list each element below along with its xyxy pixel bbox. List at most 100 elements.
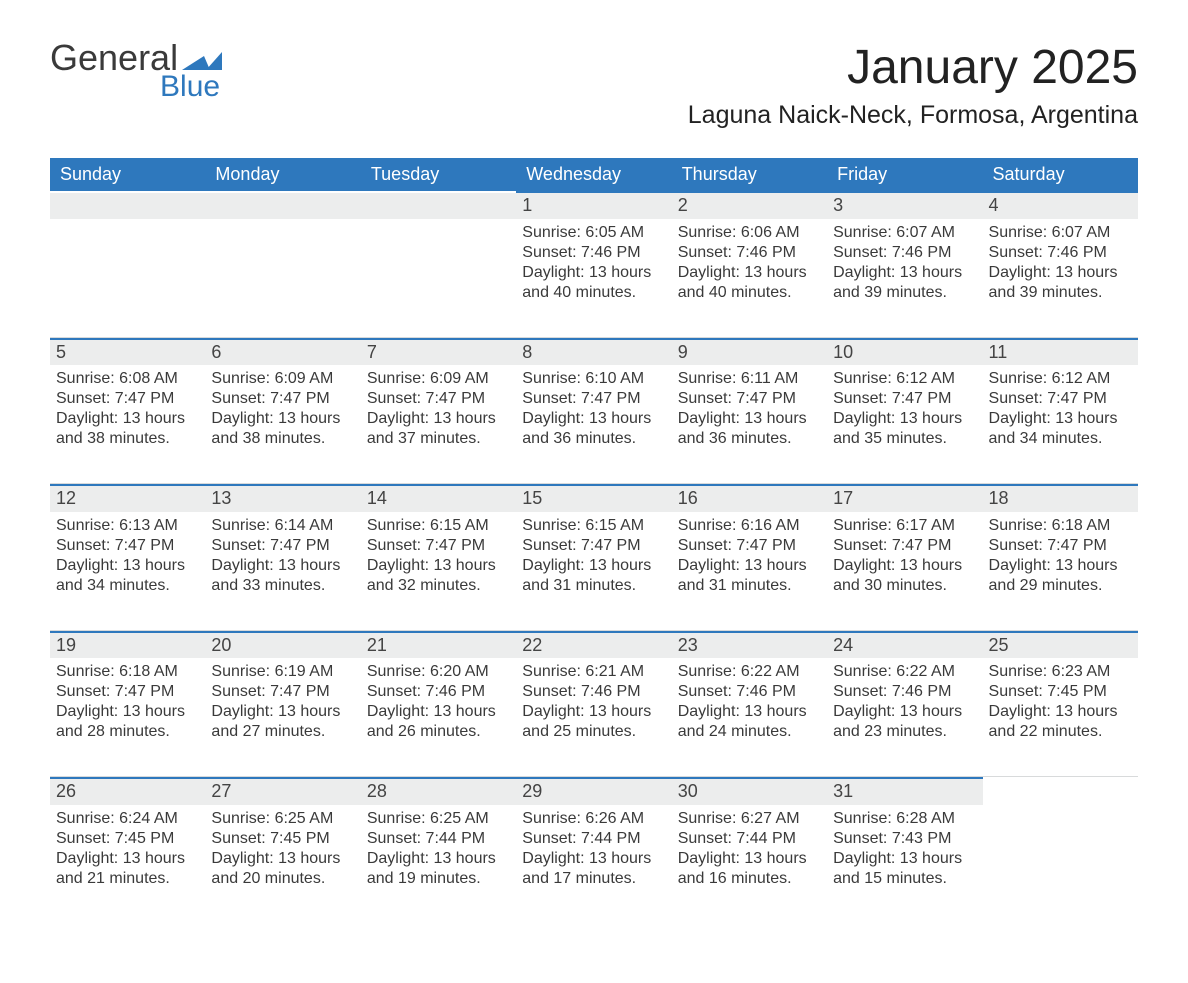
day-number: 2 — [672, 193, 827, 219]
day-number: 19 — [50, 633, 205, 659]
calendar-day: 5Sunrise: 6:08 AMSunset: 7:47 PMDaylight… — [50, 337, 205, 484]
sunset-text: Sunset: 7:45 PM — [56, 829, 197, 849]
calendar-day: 23Sunrise: 6:22 AMSunset: 7:46 PMDayligh… — [672, 630, 827, 777]
day-details: Sunrise: 6:23 AMSunset: 7:45 PMDaylight:… — [983, 658, 1138, 776]
daylight-text: Daylight: 13 hours and 40 minutes. — [522, 263, 663, 303]
daylight-text: Daylight: 13 hours and 26 minutes. — [367, 702, 508, 742]
day-number: 9 — [672, 340, 827, 366]
day-number: 6 — [205, 340, 360, 366]
daylight-text: Daylight: 13 hours and 34 minutes. — [989, 409, 1130, 449]
sunrise-text: Sunrise: 6:19 AM — [211, 662, 352, 682]
sunrise-text: Sunrise: 6:09 AM — [367, 369, 508, 389]
sunset-text: Sunset: 7:46 PM — [522, 243, 663, 263]
daylight-text: Daylight: 13 hours and 39 minutes. — [989, 263, 1130, 303]
calendar-day: 24Sunrise: 6:22 AMSunset: 7:46 PMDayligh… — [827, 630, 982, 777]
title-block: January 2025 Laguna Naick-Neck, Formosa,… — [688, 40, 1138, 130]
day-number: 4 — [983, 193, 1138, 219]
sunset-text: Sunset: 7:44 PM — [678, 829, 819, 849]
day-number: 5 — [50, 340, 205, 366]
day-details: Sunrise: 6:16 AMSunset: 7:47 PMDaylight:… — [672, 512, 827, 630]
sunrise-text: Sunrise: 6:22 AM — [833, 662, 974, 682]
daylight-text: Daylight: 13 hours and 28 minutes. — [56, 702, 197, 742]
sunset-text: Sunset: 7:46 PM — [678, 682, 819, 702]
day-details: Sunrise: 6:18 AMSunset: 7:47 PMDaylight:… — [50, 658, 205, 776]
calendar-day: 4 Sunrise: 6:07 AMSunset: 7:46 PMDaylight… — [983, 191, 1138, 337]
sunrise-text: Sunrise: 6:18 AM — [56, 662, 197, 682]
sunset-text: Sunset: 7:43 PM — [833, 829, 974, 849]
calendar-week: 26Sunrise: 6:24 AMSunset: 7:45 PMDayligh… — [50, 777, 1138, 923]
sunrise-text: Sunrise: 6:13 AM — [56, 516, 197, 536]
day-details: Sunrise: 6:13 AMSunset: 7:47 PMDaylight:… — [50, 512, 205, 630]
calendar-day: 30Sunrise: 6:27 AMSunset: 7:44 PMDayligh… — [672, 777, 827, 923]
sunset-text: Sunset: 7:46 PM — [678, 243, 819, 263]
calendar-day: 13 Sunrise: 6:14 AMSunset: 7:47 PMDayligh… — [205, 484, 360, 631]
sunrise-text: Sunrise: 6:14 AM — [211, 516, 352, 536]
calendar-day: 19Sunrise: 6:18 AMSunset: 7:47 PMDayligh… — [50, 630, 205, 777]
sunrise-text: Sunrise: 6:22 AM — [678, 662, 819, 682]
sunrise-text: Sunrise: 6:25 AM — [211, 809, 352, 829]
sunset-text: Sunset: 7:47 PM — [211, 536, 352, 556]
calendar-day: 3Sunrise: 6:07 AMSunset: 7:46 PMDaylight… — [827, 191, 982, 337]
day-details: Sunrise: 6:15 AMSunset: 7:47 PMDaylight:… — [516, 512, 671, 630]
daylight-text: Daylight: 13 hours and 33 minutes. — [211, 556, 352, 596]
day-number: 30 — [672, 779, 827, 805]
sunset-text: Sunset: 7:47 PM — [678, 536, 819, 556]
sunrise-text: Sunrise: 6:28 AM — [833, 809, 974, 829]
calendar-day: 26Sunrise: 6:24 AMSunset: 7:45 PMDayligh… — [50, 777, 205, 923]
day-number: 10 — [827, 340, 982, 366]
day-details: Sunrise: 6:25 AMSunset: 7:45 PMDaylight:… — [205, 805, 360, 923]
day-number: 16 — [672, 486, 827, 512]
day-details: Sunrise: 6:12 AMSunset: 7:47 PMDaylight:… — [983, 365, 1138, 483]
calendar-day: 27Sunrise: 6:25 AMSunset: 7:45 PMDayligh… — [205, 777, 360, 923]
day-number: 27 — [205, 779, 360, 805]
sunset-text: Sunset: 7:47 PM — [56, 682, 197, 702]
day-details: Sunrise: 6:10 AMSunset: 7:47 PMDaylight:… — [516, 365, 671, 483]
daylight-text: Daylight: 13 hours and 31 minutes. — [678, 556, 819, 596]
calendar-day-empty — [205, 191, 360, 337]
day-number: 21 — [361, 633, 516, 659]
daylight-text: Daylight: 13 hours and 21 minutes. — [56, 849, 197, 889]
calendar-week: 5Sunrise: 6:08 AMSunset: 7:47 PMDaylight… — [50, 337, 1138, 484]
day-details: Sunrise: 6:24 AMSunset: 7:45 PMDaylight:… — [50, 805, 205, 923]
day-number-empty — [983, 779, 1138, 805]
day-number: 22 — [516, 633, 671, 659]
calendar-table: SundayMondayTuesdayWednesdayThursdayFrid… — [50, 158, 1138, 923]
day-number: 26 — [50, 779, 205, 805]
day-details: Sunrise: 6:09 AMSunset: 7:47 PMDaylight:… — [205, 365, 360, 483]
brand-bottom-text: Blue — [160, 72, 220, 102]
sunrise-text: Sunrise: 6:25 AM — [367, 809, 508, 829]
calendar-week: 1Sunrise: 6:05 AMSunset: 7:46 PMDaylight… — [50, 191, 1138, 337]
daylight-text: Daylight: 13 hours and 17 minutes. — [522, 849, 663, 889]
day-details: Sunrise: 6:25 AMSunset: 7:44 PMDaylight:… — [361, 805, 516, 923]
day-details: Sunrise: 6:05 AMSunset: 7:46 PMDaylight:… — [516, 219, 671, 337]
header: General Blue January 2025 Laguna Naick-N… — [50, 40, 1138, 130]
sunrise-text: Sunrise: 6:27 AM — [678, 809, 819, 829]
sunrise-text: Sunrise: 6:12 AM — [833, 369, 974, 389]
day-number: 8 — [516, 340, 671, 366]
sunset-text: Sunset: 7:47 PM — [678, 389, 819, 409]
sunset-text: Sunset: 7:44 PM — [522, 829, 663, 849]
day-number: 23 — [672, 633, 827, 659]
sunset-text: Sunset: 7:47 PM — [367, 389, 508, 409]
sunset-text: Sunset: 7:44 PM — [367, 829, 508, 849]
day-details: Sunrise: 6:22 AMSunset: 7:46 PMDaylight:… — [672, 658, 827, 776]
sunset-text: Sunset: 7:47 PM — [522, 389, 663, 409]
sunrise-text: Sunrise: 6:07 AM — [833, 223, 974, 243]
sunset-text: Sunset: 7:46 PM — [989, 243, 1130, 263]
daylight-text: Daylight: 13 hours and 25 minutes. — [522, 702, 663, 742]
day-number: 17 — [827, 486, 982, 512]
day-number: 13 — [205, 486, 360, 512]
daylight-text: Daylight: 13 hours and 35 minutes. — [833, 409, 974, 449]
calendar-day: 12Sunrise: 6:13 AMSunset: 7:47 PMDayligh… — [50, 484, 205, 631]
sunrise-text: Sunrise: 6:07 AM — [989, 223, 1130, 243]
sunset-text: Sunset: 7:47 PM — [833, 389, 974, 409]
calendar-day: 7Sunrise: 6:09 AMSunset: 7:47 PMDaylight… — [361, 337, 516, 484]
calendar-day: 20Sunrise: 6:19 AMSunset: 7:47 PMDayligh… — [205, 630, 360, 777]
calendar-day: 8Sunrise: 6:10 AMSunset: 7:47 PMDaylight… — [516, 337, 671, 484]
daylight-text: Daylight: 13 hours and 23 minutes. — [833, 702, 974, 742]
sunset-text: Sunset: 7:47 PM — [989, 389, 1130, 409]
weekday-header: Thursday — [672, 158, 827, 191]
daylight-text: Daylight: 13 hours and 29 minutes. — [989, 556, 1130, 596]
day-details: Sunrise: 6:20 AMSunset: 7:46 PMDaylight:… — [361, 658, 516, 776]
daylight-text: Daylight: 13 hours and 31 minutes. — [522, 556, 663, 596]
